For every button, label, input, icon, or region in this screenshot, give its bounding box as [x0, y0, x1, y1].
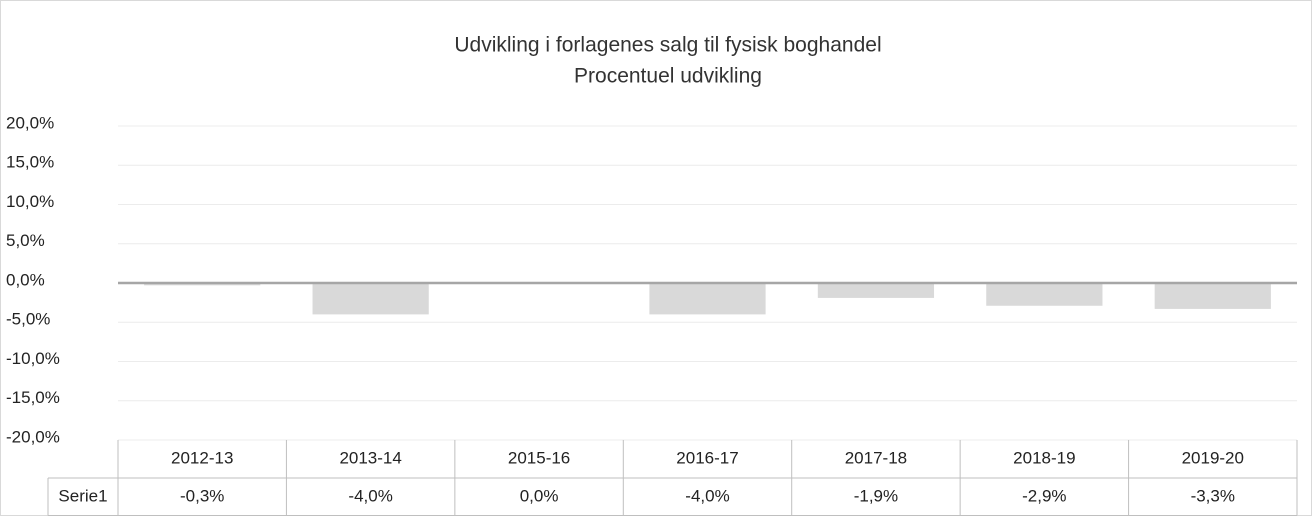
y-tick-label: -5,0% [6, 310, 50, 329]
data-label: -4,0% [685, 486, 729, 505]
x-tick-label: 2016-17 [676, 448, 738, 467]
y-tick-label: -20,0% [6, 427, 60, 446]
data-label: -2,9% [1022, 486, 1066, 505]
x-tick-label: 2019-20 [1182, 448, 1244, 467]
y-tick-label: 10,0% [6, 192, 54, 211]
y-tick-label: -15,0% [6, 388, 60, 407]
x-tick-label: 2012-13 [171, 448, 233, 467]
bar [649, 283, 766, 315]
data-label: -3,3% [1191, 486, 1235, 505]
data-label: -0,3% [180, 486, 224, 505]
data-label: -1,9% [854, 486, 898, 505]
chart-subtitle: Procentuel udvikling [574, 65, 762, 88]
y-tick-label: 15,0% [6, 153, 54, 172]
x-tick-label: 2018-19 [1013, 448, 1075, 467]
x-tick-label: 2017-18 [845, 448, 907, 467]
y-tick-label: 5,0% [6, 231, 45, 250]
bar [986, 283, 1103, 306]
bar [312, 283, 429, 315]
y-tick-label: 0,0% [6, 270, 45, 289]
data-label: -4,0% [348, 486, 392, 505]
y-tick-label: 20,0% [6, 113, 54, 132]
chart-title: Udvikling i forlagenes salg til fysisk b… [454, 34, 881, 57]
legend-label: Serie1 [58, 486, 107, 505]
x-tick-label: 2013-14 [339, 448, 401, 467]
bar [817, 283, 935, 298]
bar [1154, 283, 1271, 309]
data-label: 0,0% [520, 486, 559, 505]
x-tick-label: 2015-16 [508, 448, 570, 467]
y-tick-label: -10,0% [6, 349, 60, 368]
